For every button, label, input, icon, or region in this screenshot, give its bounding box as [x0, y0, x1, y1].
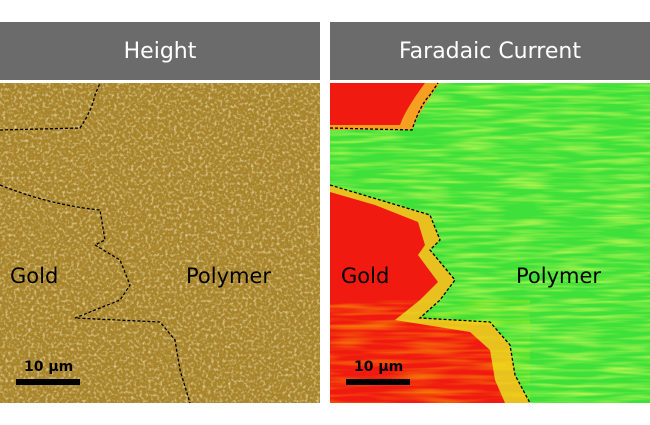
scale-bar-label: 10 µm	[354, 359, 403, 375]
boundary-line	[0, 184, 191, 404]
scale-bar	[16, 379, 80, 385]
gold-region	[330, 83, 425, 125]
image-texture	[330, 300, 530, 403]
height-panel: Height Gold Polymer 10 µm	[0, 22, 320, 404]
panel-title: Height	[124, 39, 197, 64]
scale-bar-label: 10 µm	[24, 359, 73, 375]
region-label: Gold	[341, 264, 389, 288]
image-texture	[0, 83, 320, 403]
region-label: Polymer	[516, 264, 601, 288]
region-label: Gold	[10, 264, 58, 288]
region-label: Polymer	[186, 264, 271, 288]
scale-bar	[346, 379, 410, 385]
boundary-line	[329, 184, 531, 404]
boundary-line	[0, 82, 101, 131]
boundary-line	[329, 82, 439, 131]
current-panel: Faradaic Current Gold Polymer 10 µm	[329, 22, 650, 404]
panel-header	[0, 22, 320, 80]
panel-header	[330, 22, 650, 80]
panel-title: Faradaic Current	[399, 39, 581, 64]
